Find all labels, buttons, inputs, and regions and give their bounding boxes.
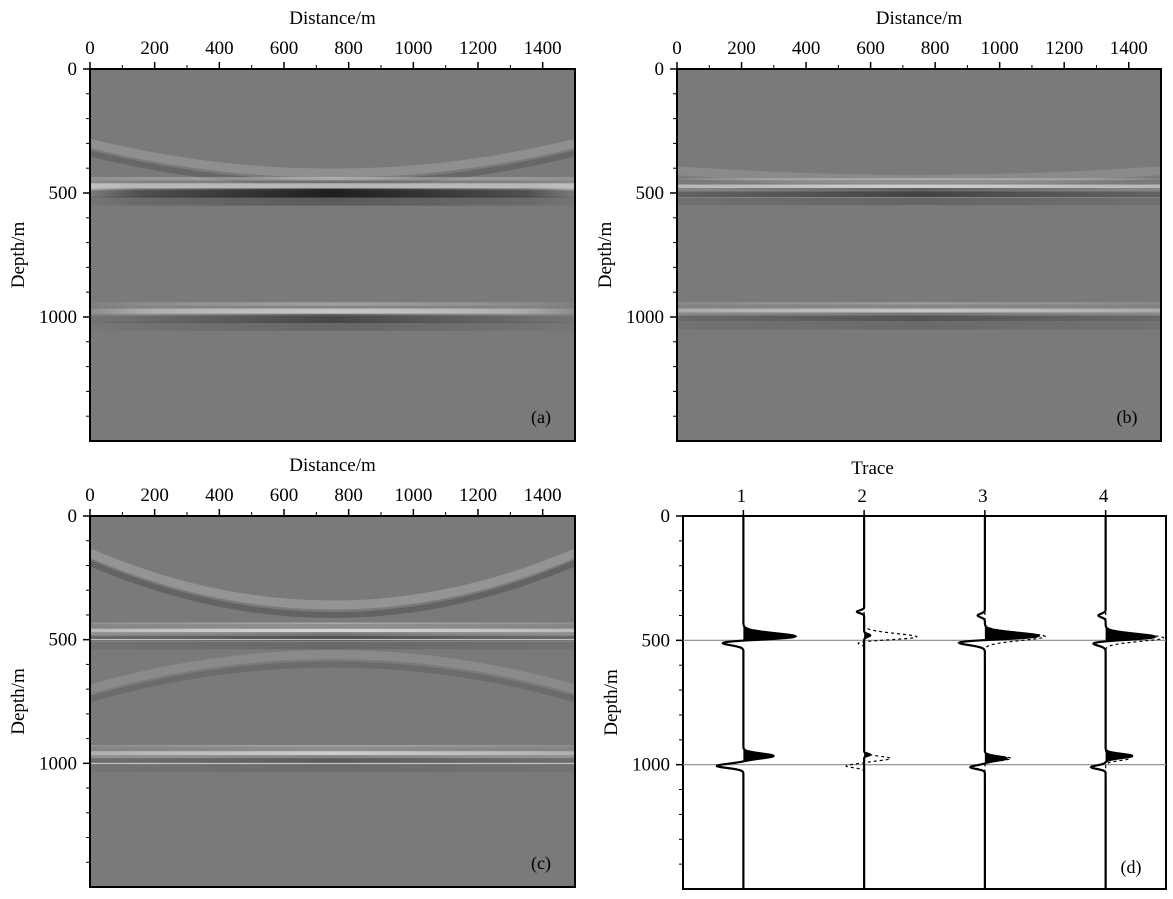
- reflector-halo: [90, 624, 575, 650]
- x-tick-label: 200: [140, 485, 169, 506]
- heatmap-panel-1: 0 200 400 600 800 1000 1200 1400 Distance/m 0 500 1…: [8, 8, 576, 442]
- heatmap-background: [677, 69, 1161, 441]
- x-axis-title: Distance/m: [289, 8, 376, 29]
- artifact-arc-shadow: [90, 560, 575, 618]
- trace-panel: 1 2 3 4 Trace 0 500 1000 Depth/m (d): [601, 458, 1167, 890]
- reflector-halo: [90, 180, 575, 206]
- x-tick-label: 1200: [1045, 38, 1083, 59]
- heatmap-body: [90, 548, 575, 773]
- y-tick-label: 500: [49, 630, 78, 651]
- trace-line-dashed: [984, 516, 1046, 889]
- x-tick-label: 200: [140, 38, 169, 59]
- artifact-arc: [90, 548, 575, 610]
- panel-tag: (d): [1121, 857, 1142, 878]
- x-tick-label: 600: [270, 485, 299, 506]
- x-tick-label: 1000: [394, 485, 432, 506]
- trace-line-dashed: [845, 516, 918, 889]
- y-axis-title: Depth/m: [601, 669, 622, 736]
- x-tick-label: 400: [205, 38, 234, 59]
- x-tick-label: 4: [1099, 486, 1109, 507]
- plot-frame: [89, 68, 576, 442]
- artifact-arc: [90, 650, 575, 694]
- y-tick-label: 0: [655, 59, 665, 80]
- heatmap-background: [90, 516, 575, 887]
- y-tick-label: 0: [661, 506, 671, 527]
- y-tick-label: 500: [636, 183, 665, 204]
- x-tick-label: 3: [978, 486, 988, 507]
- x-axis-title: Distance/m: [289, 455, 376, 476]
- artifact-arc-shadow: [90, 661, 575, 703]
- y-axis-title: Depth/m: [8, 668, 29, 735]
- y-tick-label: 500: [49, 183, 78, 204]
- heatmap-panel-3: 0 200 400 600 800 1000 1200 1400 Distance/m 0 500 1…: [8, 455, 576, 888]
- x-tick-label: 400: [205, 485, 234, 506]
- x-tick-label: 1400: [524, 485, 562, 506]
- trace-3: [957, 516, 1046, 889]
- trace-line-solid: [715, 516, 798, 889]
- x-tick-label: 400: [792, 38, 821, 59]
- y-tick-label: 1000: [626, 307, 664, 328]
- reflector-halo: [677, 304, 1161, 330]
- x-tick-label: 200: [727, 38, 756, 59]
- y-tick-label: 1000: [632, 755, 670, 776]
- y-tick-label: 0: [68, 506, 78, 527]
- trace-1: [715, 516, 798, 889]
- x-tick-label: 1400: [1110, 38, 1148, 59]
- x-tick-label: 0: [85, 485, 95, 506]
- plot-frame: [89, 515, 576, 888]
- y-axis-title: Depth/m: [595, 222, 616, 289]
- x-tick-label: 1200: [459, 38, 497, 59]
- x-tick-label: 1000: [394, 38, 432, 59]
- x-tick-label: 1: [737, 486, 747, 507]
- reflector-halo: [90, 747, 575, 773]
- panel-tag: (a): [531, 407, 551, 428]
- y-tick-label: 1000: [39, 307, 77, 328]
- x-tick-label: 0: [85, 38, 95, 59]
- chart-title: Trace: [851, 458, 894, 479]
- x-tick-label: 1000: [981, 38, 1019, 59]
- x-axis-title: Distance/m: [876, 8, 963, 29]
- y-tick-label: 1000: [39, 753, 77, 774]
- plot-frame: [676, 68, 1162, 442]
- artifact-arc: [90, 139, 575, 178]
- x-tick-label: 0: [672, 38, 682, 59]
- x-tick-label: 800: [334, 485, 363, 506]
- panel-tag: (c): [531, 853, 551, 874]
- x-tick-label: 800: [334, 38, 363, 59]
- x-tick-label: 1400: [524, 38, 562, 59]
- heatmap-body: [90, 139, 575, 331]
- y-tick-label: 0: [68, 59, 78, 80]
- reflector-halo: [90, 305, 575, 331]
- x-tick-label: 600: [856, 38, 885, 59]
- x-tick-label: 1200: [459, 485, 497, 506]
- heatmap-background: [90, 69, 575, 441]
- trace-2: [845, 516, 918, 889]
- heatmap-panel-2: 0 200 400 600 800 1000 1200 1400 Distance/m 0 500 1…: [595, 8, 1162, 442]
- x-tick-label: 2: [857, 486, 867, 507]
- heatmap-body: [677, 166, 1161, 330]
- panel-tag: (b): [1117, 407, 1138, 428]
- y-axis-title: Depth/m: [8, 222, 29, 289]
- plot-frame: [682, 515, 1167, 890]
- x-tick-label: 600: [270, 38, 299, 59]
- trace-4: [1089, 516, 1165, 889]
- y-tick-label: 500: [642, 630, 671, 651]
- x-tick-label: 800: [921, 38, 950, 59]
- trace-line-dashed: [1105, 516, 1165, 889]
- reflector-halo: [677, 179, 1161, 206]
